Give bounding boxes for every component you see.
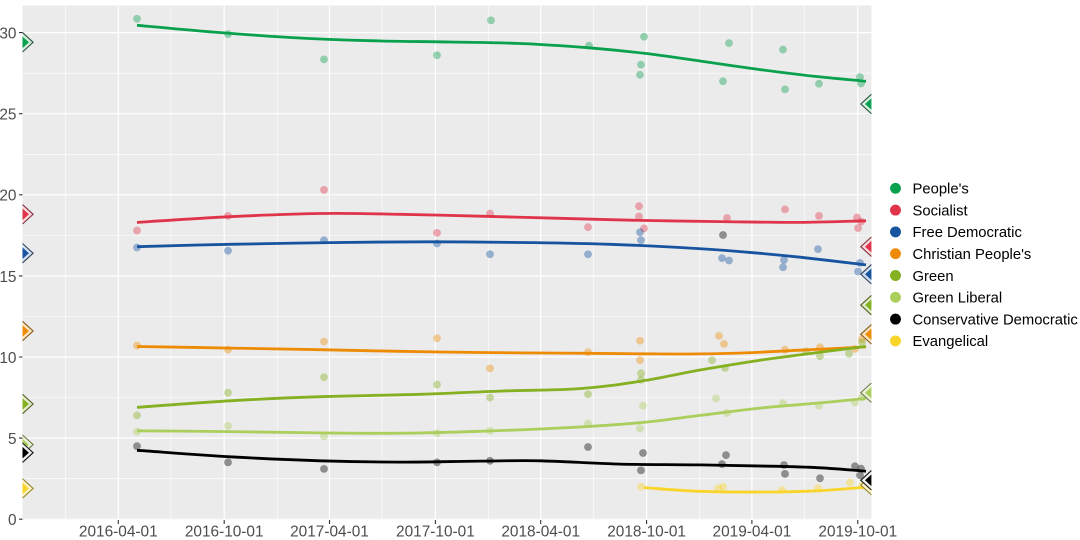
svg-text:30: 30 [0,26,17,43]
svg-text:Green: Green [913,269,954,285]
svg-text:0: 0 [8,512,17,529]
svg-text:Conservative Democratic: Conservative Democratic [913,312,1079,328]
svg-text:2017-10-01: 2017-10-01 [396,524,475,540]
svg-text:2016-04-01: 2016-04-01 [79,524,158,540]
svg-text:2019-10-01: 2019-10-01 [818,524,897,540]
svg-text:Socialist: Socialist [913,203,968,219]
svg-text:2018-04-01: 2018-04-01 [501,524,580,540]
svg-text:2017-04-01: 2017-04-01 [290,524,369,540]
svg-text:Evangelical: Evangelical [913,334,989,350]
svg-text:15: 15 [0,269,17,286]
svg-text:Green Liberal: Green Liberal [913,291,1003,307]
svg-text:Free Democratic: Free Democratic [913,225,1023,241]
svg-text:25: 25 [0,107,17,124]
svg-text:People's: People's [913,182,969,198]
svg-text:5: 5 [8,431,17,448]
svg-text:Christian People's: Christian People's [913,247,1032,263]
svg-text:2019-04-01: 2019-04-01 [713,524,792,540]
svg-text:20: 20 [0,188,17,205]
svg-text:2018-10-01: 2018-10-01 [607,524,686,540]
svg-text:2016-10-01: 2016-10-01 [185,524,264,540]
svg-text:10: 10 [0,350,17,367]
